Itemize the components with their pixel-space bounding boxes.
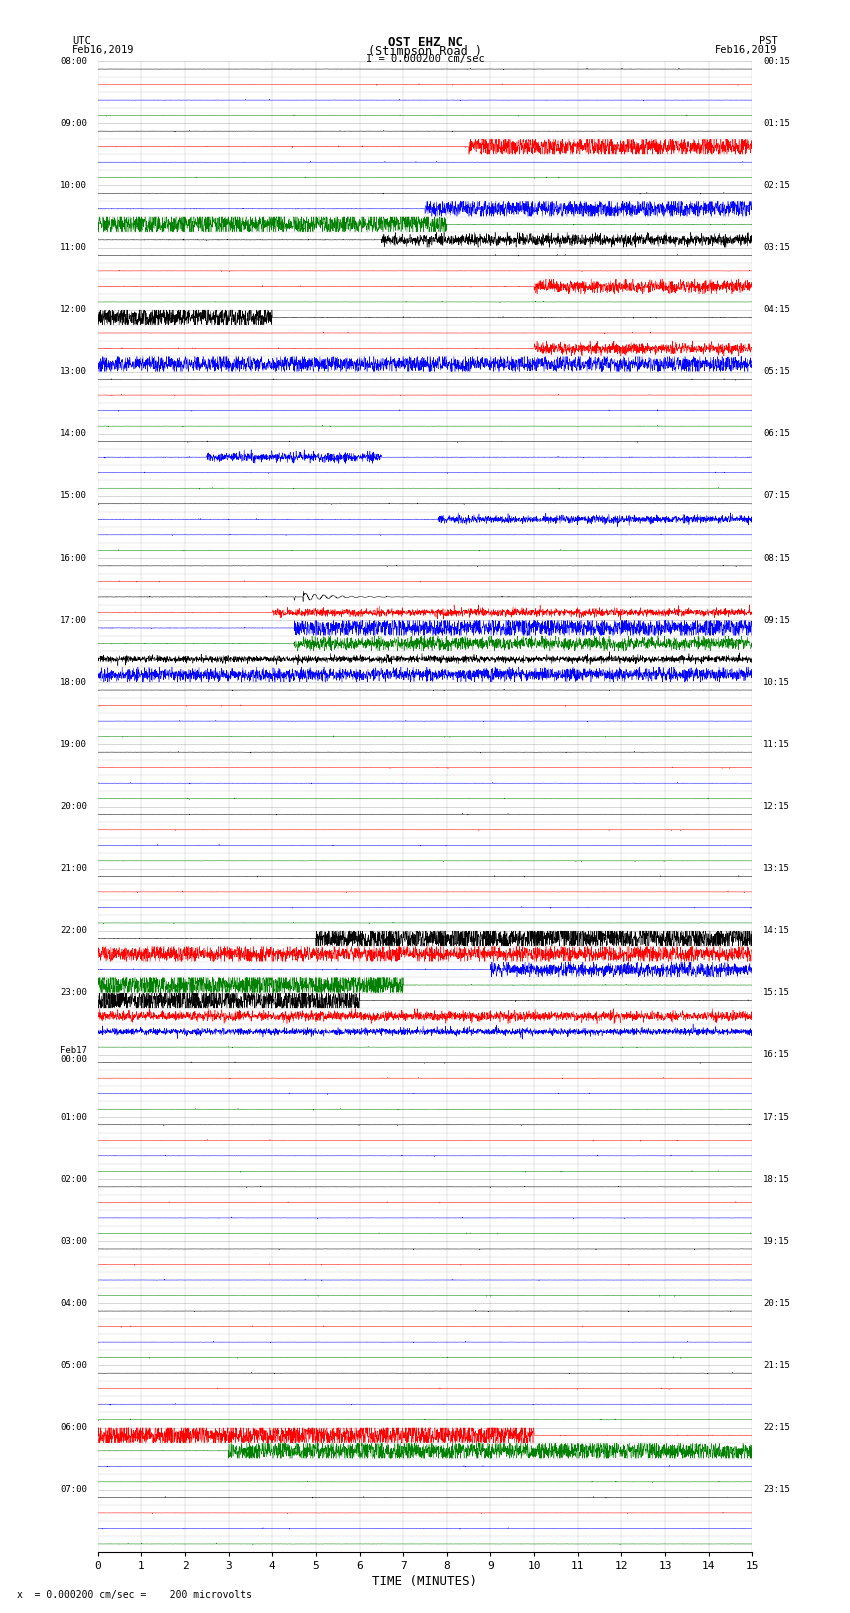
Text: 13:00: 13:00	[60, 368, 87, 376]
Text: Feb16,2019: Feb16,2019	[715, 45, 778, 55]
Text: 21:00: 21:00	[60, 865, 87, 873]
Text: Feb16,2019: Feb16,2019	[72, 45, 135, 55]
Text: 01:15: 01:15	[763, 119, 790, 127]
Text: 07:00: 07:00	[60, 1486, 87, 1494]
Text: 20:15: 20:15	[763, 1298, 790, 1308]
Text: 02:15: 02:15	[763, 181, 790, 190]
Text: 03:00: 03:00	[60, 1237, 87, 1245]
Text: (Stimpson Road ): (Stimpson Road )	[368, 45, 482, 58]
Text: 05:15: 05:15	[763, 368, 790, 376]
Text: OST EHZ NC: OST EHZ NC	[388, 37, 462, 50]
Text: 05:00: 05:00	[60, 1361, 87, 1369]
Text: 15:00: 15:00	[60, 492, 87, 500]
Text: 20:00: 20:00	[60, 802, 87, 811]
X-axis label: TIME (MINUTES): TIME (MINUTES)	[372, 1574, 478, 1587]
Text: 02:00: 02:00	[60, 1174, 87, 1184]
Text: 07:15: 07:15	[763, 492, 790, 500]
Text: 21:15: 21:15	[763, 1361, 790, 1369]
Text: 18:00: 18:00	[60, 677, 87, 687]
Text: I = 0.000200 cm/sec: I = 0.000200 cm/sec	[366, 53, 484, 65]
Text: 10:00: 10:00	[60, 181, 87, 190]
Text: 15:15: 15:15	[763, 989, 790, 997]
Text: 17:15: 17:15	[763, 1113, 790, 1121]
Text: 01:00: 01:00	[60, 1113, 87, 1121]
Text: 00:00: 00:00	[60, 1055, 87, 1065]
Text: 04:00: 04:00	[60, 1298, 87, 1308]
Text: 19:00: 19:00	[60, 740, 87, 748]
Text: 08:15: 08:15	[763, 553, 790, 563]
Text: 19:15: 19:15	[763, 1237, 790, 1245]
Text: 10:15: 10:15	[763, 677, 790, 687]
Text: 14:00: 14:00	[60, 429, 87, 439]
Text: 16:00: 16:00	[60, 553, 87, 563]
Text: 18:15: 18:15	[763, 1174, 790, 1184]
Text: PST: PST	[759, 37, 778, 47]
Text: 23:00: 23:00	[60, 989, 87, 997]
Text: x  = 0.000200 cm/sec =    200 microvolts: x = 0.000200 cm/sec = 200 microvolts	[17, 1590, 252, 1600]
Text: 08:00: 08:00	[60, 56, 87, 66]
Text: 13:15: 13:15	[763, 865, 790, 873]
Text: 09:15: 09:15	[763, 616, 790, 624]
Text: 23:15: 23:15	[763, 1486, 790, 1494]
Text: 00:15: 00:15	[763, 56, 790, 66]
Text: 09:00: 09:00	[60, 119, 87, 127]
Text: 04:15: 04:15	[763, 305, 790, 315]
Text: 22:15: 22:15	[763, 1423, 790, 1432]
Text: 03:15: 03:15	[763, 244, 790, 252]
Text: 22:00: 22:00	[60, 926, 87, 936]
Text: 14:15: 14:15	[763, 926, 790, 936]
Text: 11:00: 11:00	[60, 244, 87, 252]
Text: 16:15: 16:15	[763, 1050, 790, 1060]
Text: 06:15: 06:15	[763, 429, 790, 439]
Text: 12:15: 12:15	[763, 802, 790, 811]
Text: Feb17: Feb17	[60, 1045, 87, 1055]
Text: 17:00: 17:00	[60, 616, 87, 624]
Text: UTC: UTC	[72, 37, 91, 47]
Text: 12:00: 12:00	[60, 305, 87, 315]
Text: 06:00: 06:00	[60, 1423, 87, 1432]
Text: 11:15: 11:15	[763, 740, 790, 748]
